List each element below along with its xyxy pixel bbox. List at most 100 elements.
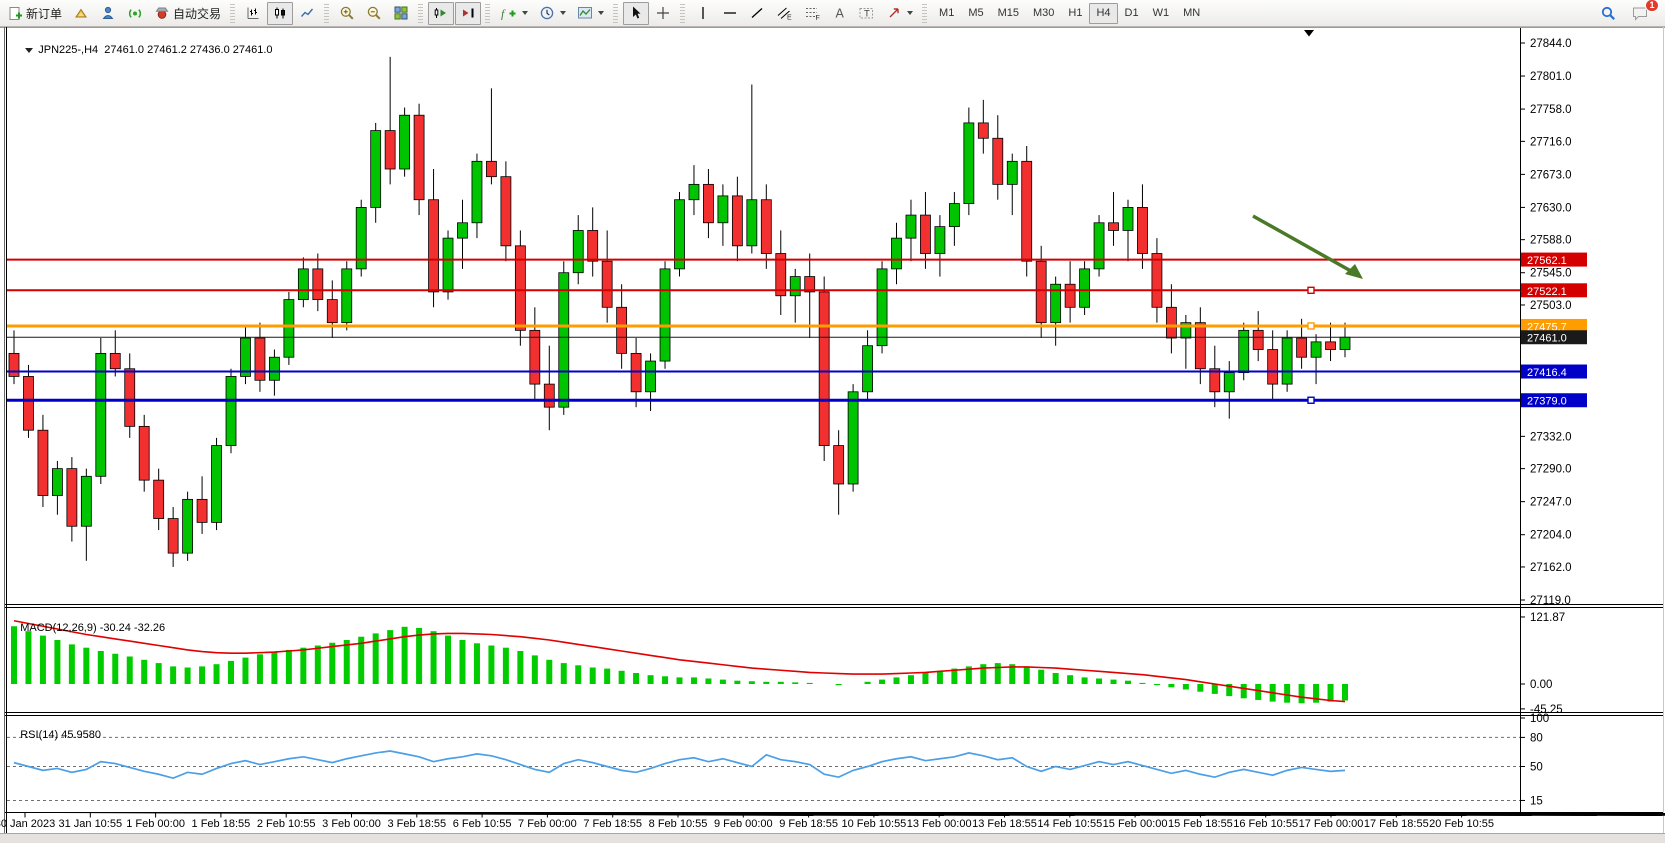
macd-histogram-bar [372,633,379,684]
macd-histogram-bar [994,663,1001,684]
toolbar-grip [613,3,619,23]
timeframe-m1-button[interactable]: M1 [932,3,961,24]
broadcast-icon [127,5,143,21]
candle-body [1209,368,1221,393]
indicators-button[interactable]: f [495,2,533,25]
search-button[interactable] [1595,2,1622,25]
auto-trading-label: 自动交易 [173,6,222,21]
text-button[interactable]: A [827,2,852,25]
zoom-out-button[interactable] [361,2,387,25]
zoom-in-button[interactable] [334,2,360,25]
candle-body [529,329,541,385]
timeframe-w1-button[interactable]: W1 [1146,3,1177,24]
candle-body [601,260,613,308]
timeframe-m15-button[interactable]: M15 [991,3,1026,24]
line-chart-button[interactable] [294,2,320,25]
zoom-out-icon [366,5,382,21]
macd-histogram-bar [604,668,611,684]
chevron-down-icon [907,11,914,15]
time-label: 30 Jan 2023 [0,818,55,830]
candlestick-chart-button[interactable] [267,1,294,25]
periods-button[interactable] [534,2,571,25]
macd-histogram-bar [806,682,813,684]
cursor-button[interactable] [623,1,650,25]
candle-body [1151,253,1163,308]
chart-menu-arrow-icon[interactable] [25,48,34,53]
timeframe-d1-button[interactable]: D1 [1118,3,1146,24]
candle-body [413,114,425,201]
bar-chart-button[interactable] [240,2,266,25]
candle-body [167,518,179,554]
candle-body [833,445,845,485]
annotation-arrow[interactable] [1252,214,1363,279]
line-drag-handle[interactable] [1307,396,1315,404]
macd-histogram-bar [126,656,133,684]
candle-body [1180,322,1192,339]
community-button[interactable] [95,2,121,25]
time-label: 20 Feb 10:55 [1429,818,1494,830]
fibonacci-button[interactable]: F [799,2,826,25]
axis-tick-label: 50 [1530,762,1543,774]
chart-profiles-button[interactable] [68,2,94,25]
macd-histogram-bar [256,654,263,684]
time-axis[interactable]: 30 Jan 2023 31 Jan 10:55 1 Feb 00:00 1 Feb … [0,812,1665,831]
macd-histogram-bar [690,677,697,684]
line-drag-handle[interactable] [1307,322,1315,330]
time-label: 13 Feb 00:00 [907,818,972,830]
svg-text:F: F [816,15,820,21]
macd-histogram-bar [430,631,437,684]
macd-histogram-bar [387,630,394,684]
auto-trading-button[interactable]: 自动交易 [149,2,226,25]
text-label-icon: T [858,5,875,21]
equidistant-channel-button[interactable]: E [771,2,798,25]
horizontal-line-button[interactable] [717,2,743,25]
toolbar-grip [680,3,686,23]
tile-windows-button[interactable] [388,2,414,25]
arrows-button[interactable] [881,2,918,25]
timeframe-h4-button[interactable]: H4 [1089,2,1118,24]
axis-tick-label: 27844.0 [1530,38,1572,50]
templates-button[interactable] [572,2,609,25]
price-label-text: 27416.4 [1527,367,1567,379]
candle-body [1223,372,1235,393]
candle-body [1064,283,1076,308]
crosshair-button[interactable] [650,2,676,25]
chevron-down-icon [560,11,567,15]
macd-signal-line [13,619,1346,703]
notification-badge: 1 [1644,0,1659,12]
macd-histogram-bar [228,660,235,684]
text-label-button[interactable]: T [853,2,880,25]
timeframe-m30-button[interactable]: M30 [1026,3,1061,24]
candle-body [818,291,830,446]
new-order-button[interactable]: 新订单 [3,2,67,25]
macd-histogram-bar [329,642,336,684]
timeframe-mn-button[interactable]: MN [1176,3,1207,24]
candle-body [905,214,917,239]
trendline-button[interactable] [744,2,770,25]
vertical-line-button[interactable] [690,2,716,25]
timeframe-h1-button[interactable]: H1 [1061,3,1089,24]
horizontal-line-icon [722,5,738,21]
notifications-button[interactable]: 1 [1626,0,1659,25]
macd-histogram-bar [112,653,119,684]
auto-scroll-button[interactable] [428,1,455,25]
candle-body [138,425,150,481]
line-chart-icon [299,5,315,21]
line-drag-handle[interactable] [1307,286,1315,295]
auto-trading-icon [154,5,170,21]
template-icon [577,5,593,21]
timeframe-m5-button[interactable]: M5 [961,3,990,24]
macd-histogram-bar [1182,684,1189,690]
candle-body [486,160,497,178]
chart-shift-button[interactable] [455,1,482,25]
signals-button[interactable] [122,2,148,25]
candle-body [1238,329,1250,373]
candle-body [1194,322,1206,370]
macd-histogram-bar [647,675,654,684]
macd-histogram-bar [1226,684,1233,697]
axis-tick-label: 27332.0 [1530,431,1572,443]
macd-histogram-bar [242,657,249,684]
candle-body [948,203,960,228]
chart-canvas[interactable]: 27562.127522.127475.727461.027416.427379… [0,27,1665,843]
candle-body [153,479,165,519]
